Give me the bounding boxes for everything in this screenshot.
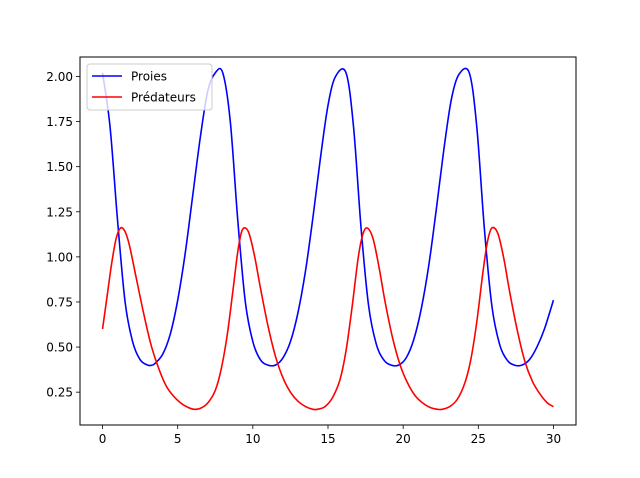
y-tick-label: 0.50 bbox=[46, 341, 73, 355]
plot-frame bbox=[79, 56, 577, 426]
series-line-predateurs bbox=[101, 226, 554, 411]
legend-label-predateurs: Prédateurs bbox=[131, 91, 196, 105]
y-tick-label: 1.00 bbox=[46, 250, 73, 264]
x-tick-label: 15 bbox=[320, 432, 335, 446]
y-axis: 0.25 0.50 0.75 1.00 1.25 1.50 1.75 2.00 bbox=[46, 70, 80, 400]
x-tick-label: 30 bbox=[546, 432, 561, 446]
y-tick-label: 0.75 bbox=[46, 295, 73, 309]
x-tick-label: 10 bbox=[245, 432, 260, 446]
series-line-proies bbox=[101, 67, 555, 367]
x-tick-label: 20 bbox=[396, 432, 411, 446]
x-tick-label: 5 bbox=[174, 432, 182, 446]
y-tick-label: 1.50 bbox=[46, 160, 73, 174]
y-tick-label: 0.25 bbox=[46, 386, 73, 400]
plot-lines bbox=[101, 67, 555, 411]
x-tick-label: 25 bbox=[471, 432, 486, 446]
y-tick-label: 2.00 bbox=[46, 70, 73, 84]
legend-label-proies: Proies bbox=[131, 70, 167, 84]
y-tick-label: 1.75 bbox=[46, 115, 73, 129]
x-axis: 0 5 10 15 20 25 30 bbox=[99, 425, 561, 446]
legend: Proies Prédateurs bbox=[86, 63, 213, 111]
x-tick-label: 0 bbox=[99, 432, 107, 446]
y-tick-label: 1.25 bbox=[46, 205, 73, 219]
